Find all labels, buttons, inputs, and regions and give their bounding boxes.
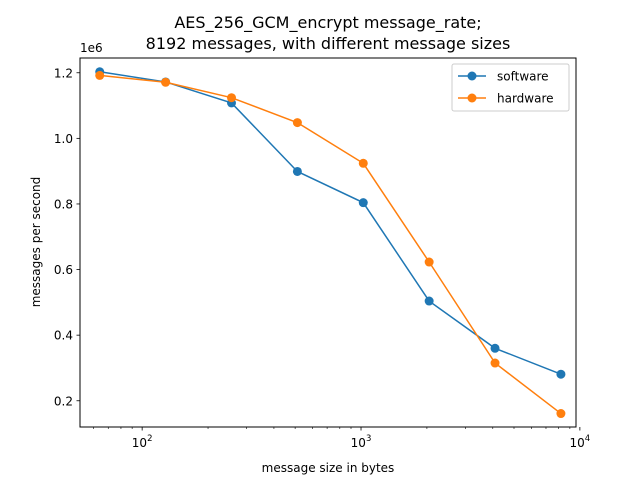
legend-marker-software [467,71,477,81]
series-line-hardware [99,74,562,415]
y-offset-text: 1e6 [80,41,103,55]
series-layer [95,67,566,419]
x-tick-label: 102 [132,434,153,450]
x-tick-label: 104 [570,434,591,450]
data-point-hardware [490,358,500,368]
data-point-hardware [95,70,105,80]
y-tick-label: 0.2 [54,394,73,408]
legend-label-software: software [497,70,549,84]
y-tick-label: 1.2 [54,66,73,80]
data-point-hardware [161,77,171,87]
x-tick-exponent: 4 [585,434,590,444]
data-point-hardware [292,118,302,128]
x-tick-label: 103 [351,434,372,450]
data-point-hardware [556,409,566,419]
y-tick-label: 0.8 [54,197,73,211]
data-point-hardware [358,158,368,168]
y-axis-label: messages per second [29,177,43,308]
y-tick-label: 0.4 [54,329,73,343]
series-line-software [99,71,562,375]
data-point-software [292,166,302,176]
chart-title-line1: AES_256_GCM_encrypt message_rate; [174,13,481,33]
data-point-software [358,198,368,208]
data-point-hardware [424,257,434,267]
x-axis: 102 103 104 [93,427,591,450]
data-point-software [424,296,434,306]
data-point-software [490,343,500,353]
legend: software hardware [451,63,570,112]
x-tick-exponent: 2 [147,434,152,444]
data-point-software [556,369,566,379]
plot-area [79,57,577,428]
x-axis-label: message size in bytes [262,461,395,475]
y-axis: 0.2 0.4 0.6 0.8 1.0 1.2 [54,66,80,408]
data-point-hardware [227,93,237,103]
y-tick-label: 0.6 [54,263,73,277]
chart-title-line2: 8192 messages, with different message si… [146,34,511,53]
legend-label-hardware: hardware [497,92,554,106]
x-tick-exponent: 3 [366,434,371,444]
legend-marker-hardware [467,93,477,103]
y-tick-label: 1.0 [54,132,73,146]
